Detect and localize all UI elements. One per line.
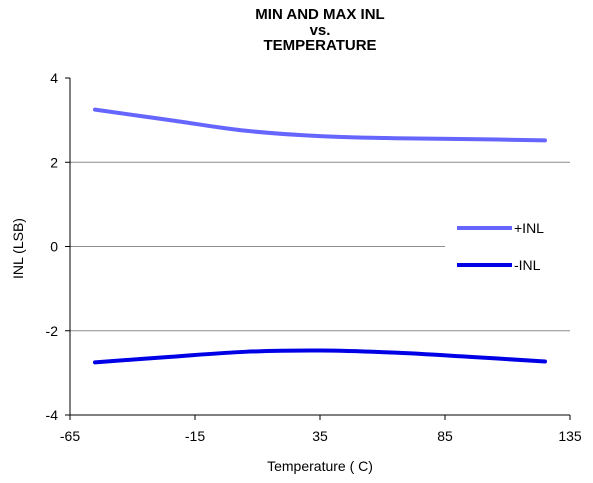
legend-label-minus-inl: -INL — [514, 257, 541, 273]
axes — [65, 77, 571, 420]
chart-title-line-3: TEMPERATURE — [263, 37, 377, 54]
y-axis-title: INL (LSB) — [10, 218, 26, 279]
series-line-plus-inl — [93, 107, 547, 143]
series-lines — [93, 107, 547, 365]
tick-labels: 4 2 0 -2 -4-65 -15 35 85 135 — [46, 70, 582, 444]
y-tick-label-2: 0 — [50, 239, 58, 255]
series-line-minus-inl — [93, 348, 547, 365]
x-tick-label-3: 85 — [437, 428, 453, 444]
legend-label-plus-inl: +INL — [514, 220, 544, 236]
x-tick-label-0: -65 — [60, 428, 80, 444]
chart-title-line-2: vs. — [309, 22, 331, 39]
y-tick-label-0: 4 — [50, 70, 58, 86]
gridlines — [70, 161, 570, 332]
legend: +INL -INL — [457, 220, 544, 273]
x-axis-title: Temperature ( C) — [267, 458, 373, 474]
x-tick-label-1: -15 — [185, 428, 205, 444]
chart-title-line-1: MIN AND MAX INL — [255, 6, 385, 23]
x-tick-label-2: 35 — [312, 428, 328, 444]
y-tick-label-3: -2 — [46, 323, 59, 339]
y-tick-label-1: 2 — [50, 154, 58, 170]
x-tick-label-4: 135 — [558, 428, 582, 444]
y-tick-label-4: -4 — [46, 407, 59, 423]
